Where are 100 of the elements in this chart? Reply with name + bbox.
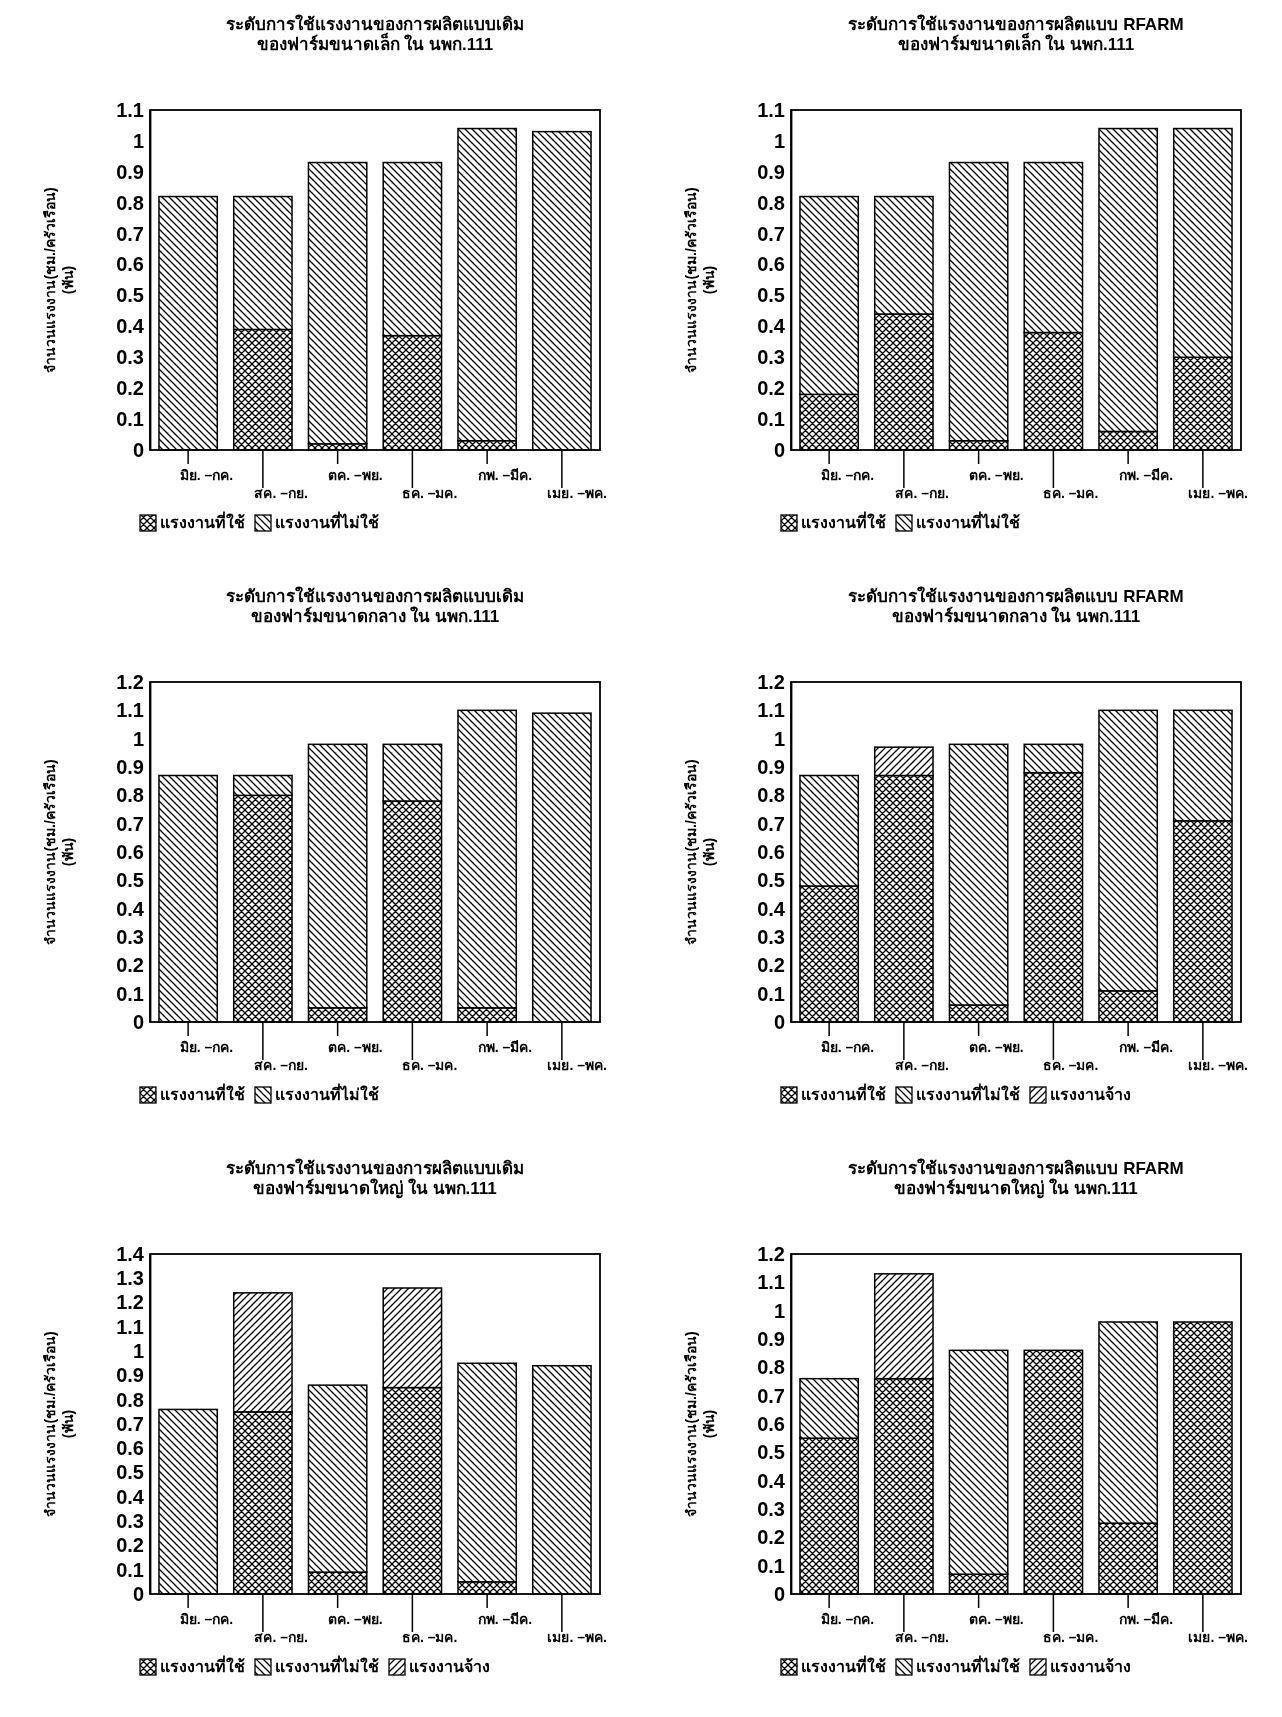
x-tick-label: ธค. –มค. (1042, 1057, 1099, 1073)
y-tick-label: 0.8 (116, 1388, 144, 1411)
y-tick-label: 0.4 (116, 897, 145, 920)
x-tick-label: เมย. –พค. (1188, 485, 1248, 501)
y-tick-label: 0.9 (757, 1327, 785, 1350)
y-tick-label: 1.3 (116, 1267, 144, 1290)
y-tick-label: 0.4 (116, 1485, 145, 1508)
y-tick-label: 0 (773, 1010, 785, 1033)
y-tick-label: 0.4 (757, 1469, 786, 1492)
y-tick-label: 0.4 (116, 315, 145, 338)
y-tick-label: 0.5 (757, 284, 785, 307)
y-tick-label: 0.3 (116, 346, 144, 369)
x-tick-label: ธค. –มค. (1042, 485, 1099, 501)
y-tick-label: 0.2 (757, 377, 785, 400)
y-tick-label: 0.2 (116, 1534, 144, 1557)
y-tick-label: 0.4 (757, 315, 786, 338)
y-tick-label: 0.8 (757, 191, 785, 214)
y-tick-label: 0.8 (116, 191, 144, 214)
y-tick-label: 0.6 (757, 1412, 785, 1435)
chart-subtitle: ของฟาร์มขนาดกลาง ใน นพก.111 (891, 606, 1141, 626)
y-tick-label: 1.1 (116, 699, 144, 722)
y-tick-label: 0.1 (757, 982, 785, 1005)
x-tick-label: ธค. –มค. (1042, 1629, 1099, 1645)
x-tick-label: สค. –กย. (895, 485, 949, 501)
y-tick-label: 1 (132, 727, 144, 750)
x-tick-label: กพ. –มีค. (477, 1039, 533, 1055)
y-tick-label: 1.4 (116, 1242, 145, 1265)
y-axis-title: จำนวนแรงงาน(ชม./ครัวเรือน) (พัน) (42, 759, 76, 945)
chart-subtitle: ของฟาร์มขนาดใหญ่ ใน นพก.111 (253, 1178, 497, 1199)
y-tick-label: 1.1 (757, 98, 785, 121)
x-tick-label: มิย. –กค. (179, 467, 234, 483)
y-tick-label: 0.8 (757, 784, 785, 807)
x-tick-label: สค. –กย. (895, 1057, 949, 1073)
y-tick-label: 0.5 (116, 869, 144, 892)
x-tick-label: มิย. –กค. (179, 1039, 234, 1055)
y-tick-label: 0.9 (757, 755, 785, 778)
y-tick-label: 0.1 (116, 982, 144, 1005)
x-tick-label: ตค. –พย. (328, 467, 383, 483)
y-tick-label: 0.5 (757, 869, 785, 892)
y-tick-label: 0.3 (116, 1510, 144, 1533)
legend-label: แรงงานที่ใช้ (160, 1655, 245, 1675)
legend-label: แรงงานที่ไม่ใช้ (916, 1083, 1020, 1103)
chart-title: ระดับการใช้แรงงานของการผลิตแบบ RFARM (848, 1158, 1184, 1178)
legend-label: แรงงานที่ไม่ใช้ (275, 511, 379, 531)
legend-label: แรงงานที่ไม่ใช้ (275, 1655, 379, 1675)
y-tick-label: 1.1 (757, 1271, 785, 1294)
y-tick-label: 0.8 (757, 1356, 785, 1379)
chart-subtitle: ของฟาร์มขนาดใหญ่ ใน นพก.111 (894, 1178, 1138, 1199)
y-tick-label: 0.3 (757, 1497, 785, 1520)
y-tick-label: 0.4 (757, 897, 786, 920)
chart-subtitle: ของฟาร์มขนาดเล็ก ใน นพก.111 (256, 35, 494, 54)
y-tick-label: 0.7 (757, 222, 785, 245)
y-tick-label: 1.2 (116, 670, 144, 693)
y-tick-label: 1 (132, 129, 144, 152)
bar (307, 161, 368, 445)
y-tick-label: 0.2 (116, 377, 144, 400)
y-tick-label: 1 (773, 727, 785, 750)
x-tick-label: สค. –กย. (895, 1629, 949, 1645)
y-tick-label: 0.8 (116, 784, 144, 807)
x-tick-label: ตค. –พย. (328, 1611, 383, 1627)
y-tick-label: 0 (132, 1582, 144, 1605)
y-tick-label: 0.9 (116, 1364, 144, 1387)
y-axis-title: จำนวนแรงงาน(ชม./ครัวเรือน) (พัน) (42, 1331, 76, 1517)
y-tick-label: 0 (132, 438, 144, 461)
legend-label: แรงงานจ้าง (1050, 1658, 1131, 1675)
x-tick-label: ตค. –พย. (969, 1039, 1024, 1055)
y-tick-label: 1.2 (757, 670, 785, 693)
y-tick-label: 0.1 (757, 407, 785, 430)
y-tick-label: 0.1 (116, 1558, 144, 1581)
y-axis-title: จำนวนแรงงาน(ชม./ครัวเรือน) (พัน) (42, 187, 76, 373)
x-tick-label: กพ. –มีค. (1118, 467, 1174, 483)
y-tick-label: 0 (773, 438, 785, 461)
y-tick-label: 0.6 (116, 253, 144, 276)
legend-label: แรงงานที่ไม่ใช้ (916, 511, 1020, 531)
y-tick-label: 1.2 (757, 1242, 785, 1265)
legend-label: แรงงานที่ใช้ (801, 1083, 886, 1103)
y-tick-label: 0.7 (116, 812, 144, 835)
x-tick-label: กพ. –มีค. (1118, 1039, 1174, 1055)
y-tick-label: 1 (773, 1299, 785, 1322)
y-tick-label: 0.1 (757, 1554, 785, 1577)
y-tick-label: 0 (132, 1010, 144, 1033)
y-tick-label: 1.1 (757, 699, 785, 722)
y-tick-label: 0 (773, 1582, 785, 1605)
x-tick-label: เมย. –พค. (1188, 1057, 1248, 1073)
legend-label: แรงงานจ้าง (1050, 1086, 1131, 1103)
chart-subtitle: ของฟาร์มขนาดเล็ก ใน นพก.111 (897, 35, 1135, 54)
y-tick-label: 0.7 (116, 222, 144, 245)
x-tick-label: มิย. –กค. (820, 1039, 875, 1055)
y-tick-label: 0.5 (116, 1461, 144, 1484)
x-tick-label: ธค. –มค. (401, 1629, 458, 1645)
chart-title: ระดับการใช้แรงงานของการผลิตแบบเดิม (226, 586, 524, 606)
chart-title: ระดับการใช้แรงงานของการผลิตแบบเดิม (226, 1158, 524, 1178)
y-tick-label: 0.9 (116, 755, 144, 778)
x-tick-label: กพ. –มีค. (1118, 1611, 1174, 1627)
x-tick-label: มิย. –กค. (820, 1611, 875, 1627)
y-tick-label: 1.1 (116, 1315, 144, 1338)
y-tick-label: 0.6 (757, 253, 785, 276)
y-tick-label: 0.6 (116, 840, 144, 863)
x-tick-label: กพ. –มีค. (477, 1611, 533, 1627)
y-tick-label: 0.3 (757, 346, 785, 369)
